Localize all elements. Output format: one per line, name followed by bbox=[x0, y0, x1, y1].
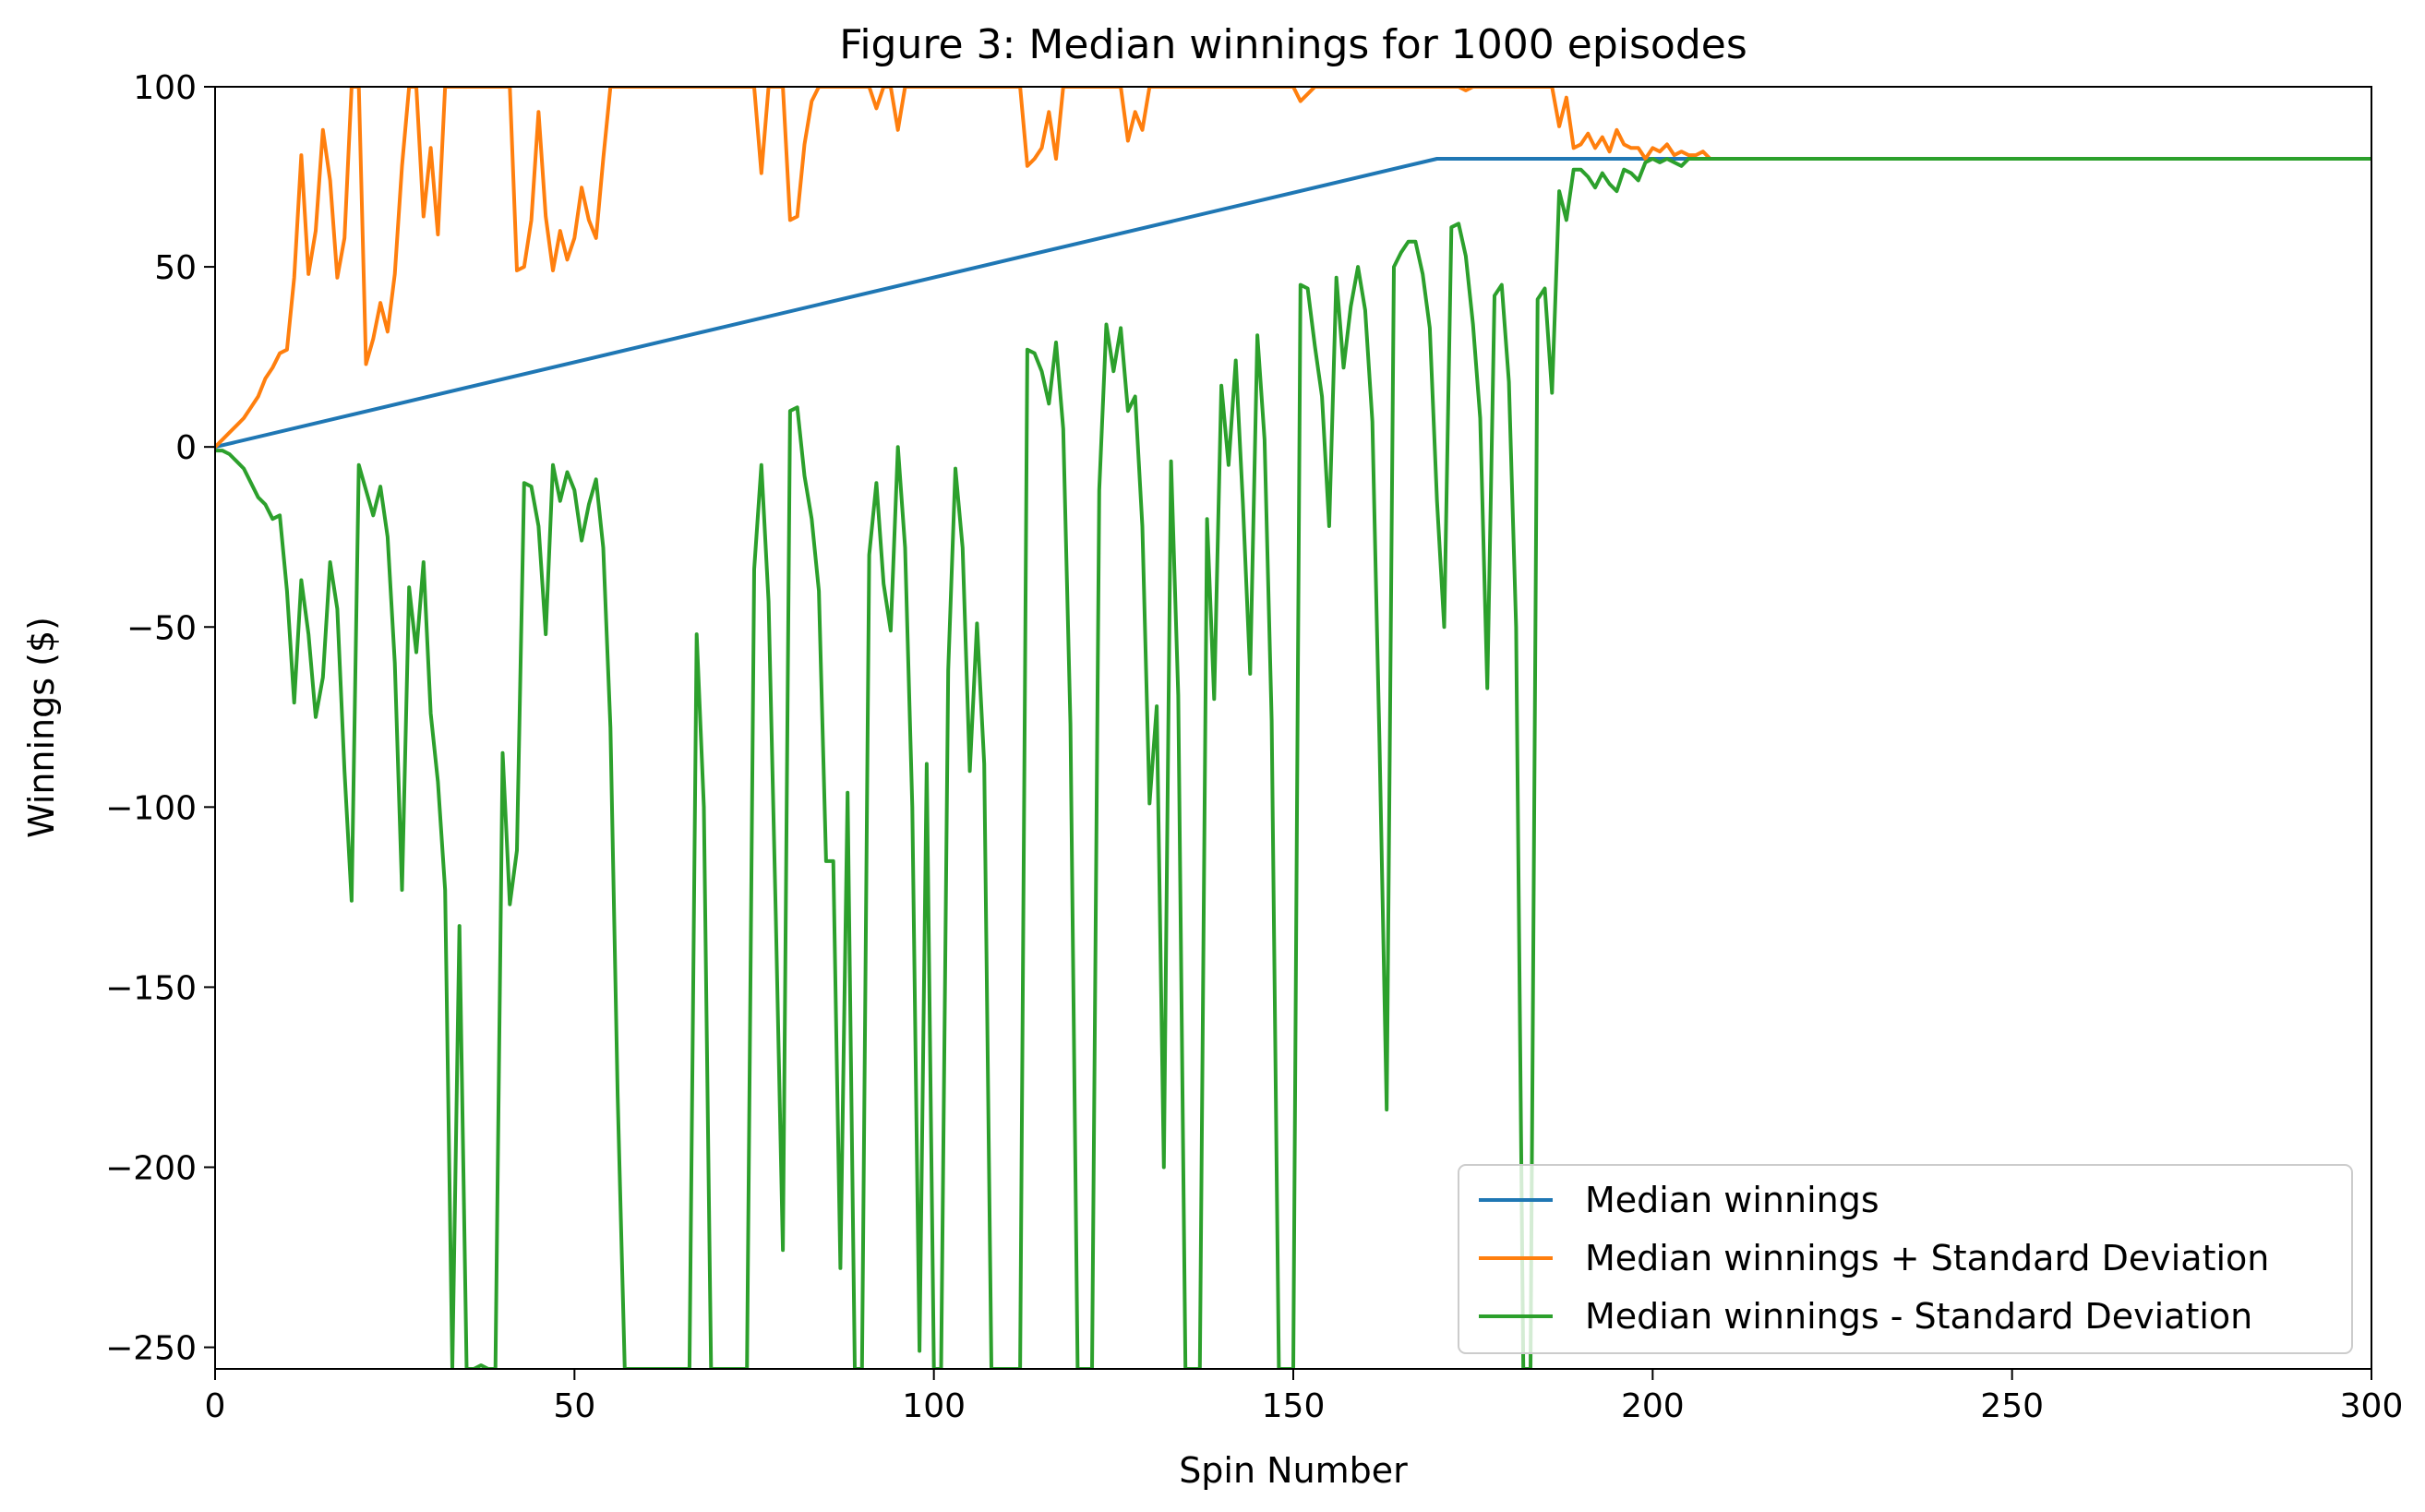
x-tick-label: 250 bbox=[1980, 1387, 2044, 1425]
x-axis-label: Spin Number bbox=[1179, 1450, 1408, 1491]
x-tick-label: 200 bbox=[1621, 1387, 1685, 1425]
y-axis-label: Winnings ($) bbox=[21, 617, 62, 838]
series-layer bbox=[215, 87, 2371, 1369]
x-tick-label: 150 bbox=[1262, 1387, 1326, 1425]
legend-label-3: Median winnings - Standard Deviation bbox=[1585, 1296, 2252, 1337]
series-line-2 bbox=[215, 87, 1712, 449]
x-tick-label: 0 bbox=[205, 1387, 226, 1425]
series-line-3 bbox=[215, 157, 2371, 1369]
y-tick-label: −100 bbox=[105, 789, 197, 827]
chart-title: Figure 3: Median winnings for 1000 episo… bbox=[839, 21, 1747, 68]
x-axis: 0 50 100 150 200 250 300 bbox=[205, 1369, 2404, 1425]
legend: Median winnings Median winnings + Standar… bbox=[1458, 1164, 2353, 1354]
legend-label-2: Median winnings + Standard Deviation bbox=[1585, 1238, 2269, 1278]
y-tick-label: −50 bbox=[126, 609, 197, 647]
y-tick-label: 100 bbox=[133, 69, 197, 107]
y-tick-label: 0 bbox=[175, 429, 197, 467]
y-axis: 100 50 0 −50 −100 −150 −200 −250 bbox=[105, 69, 215, 1368]
y-tick-label: −150 bbox=[105, 969, 197, 1007]
x-tick-label: 300 bbox=[2340, 1387, 2404, 1425]
y-tick-label: −200 bbox=[105, 1150, 197, 1188]
y-tick-label: −250 bbox=[105, 1330, 197, 1368]
legend-label-1: Median winnings bbox=[1585, 1180, 1879, 1220]
legend-box bbox=[1458, 1164, 2353, 1354]
x-tick-label: 50 bbox=[553, 1387, 595, 1425]
y-tick-label: 50 bbox=[154, 249, 197, 287]
x-tick-label: 100 bbox=[902, 1387, 966, 1425]
